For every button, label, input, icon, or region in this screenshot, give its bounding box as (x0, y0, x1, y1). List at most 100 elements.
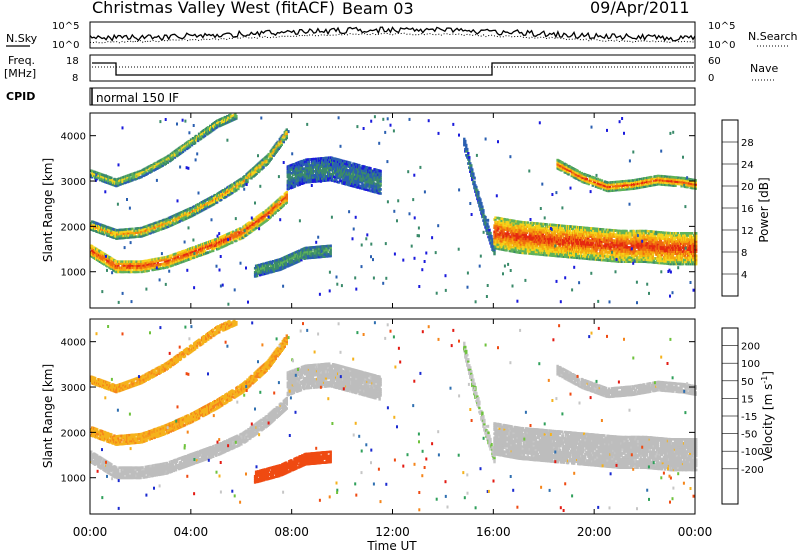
echo-cell (262, 211, 265, 214)
echo-cell (163, 218, 166, 222)
echo-cell (232, 234, 235, 238)
echo-cell (135, 173, 138, 176)
echo-cell (293, 164, 297, 168)
echo-cell (91, 245, 94, 248)
echo-cell (129, 262, 132, 265)
echo-cell (235, 237, 238, 240)
echo-cell (313, 170, 317, 173)
echo-cell (146, 263, 149, 266)
echo-cell (91, 169, 94, 173)
echo-cell (300, 159, 304, 163)
echo-cell (165, 159, 168, 163)
echo-cell (295, 176, 299, 179)
echo-cell (196, 207, 200, 210)
noise-search-line (89, 32, 696, 44)
echo-cell (488, 228, 491, 232)
echo-cell (192, 211, 196, 215)
echo-cell (471, 168, 474, 171)
echo-cell (132, 174, 135, 177)
echo-cell (303, 160, 307, 164)
echo-cell (228, 118, 231, 121)
echo-cell (300, 172, 304, 175)
echo-cell (127, 262, 130, 265)
echo-cell (156, 225, 159, 228)
echo-cell (291, 183, 295, 187)
echo-cell (267, 152, 270, 156)
echo-cell (102, 230, 105, 234)
echo-cell (258, 169, 261, 173)
echo-cell (213, 202, 216, 206)
echo-cell (141, 230, 144, 234)
echo-cell (181, 144, 185, 147)
echo-cell (128, 175, 131, 179)
echo-cell (146, 172, 149, 175)
echo-cell (288, 174, 291, 178)
echo-cell (150, 264, 153, 268)
echo-cell (194, 206, 198, 209)
echo-cell (298, 183, 302, 186)
echo-cell (345, 183, 348, 186)
echo-cell (176, 258, 180, 261)
echo-cell (207, 126, 210, 129)
echo-cell (116, 237, 119, 240)
echo-cell (345, 166, 348, 170)
echo-cell (115, 268, 118, 272)
echo-cell (137, 227, 140, 230)
echo-cell (99, 178, 102, 182)
echo-cell (103, 232, 106, 236)
echo-cell (135, 260, 138, 263)
echo-cell (182, 249, 186, 253)
echo-cell (464, 139, 467, 143)
echo-cell (329, 176, 332, 180)
echo-cell (226, 243, 229, 246)
echo-cell (269, 215, 272, 219)
echo-cell (211, 245, 214, 249)
echo-cell (235, 115, 238, 118)
freq-label-1: Freq. (8, 54, 35, 67)
echo-cell (214, 193, 217, 197)
echo-cell (140, 270, 143, 274)
echo-cell (229, 235, 232, 239)
echo-cell (224, 115, 227, 119)
echo-cell (205, 204, 208, 208)
echo-cell (239, 182, 242, 185)
echo-cell (292, 167, 296, 170)
cpid-panel: CPID normal 150 IF (6, 87, 696, 106)
echo-cell (119, 183, 122, 186)
echo-cell (120, 260, 123, 263)
echo-cell (135, 270, 138, 274)
echo-cell (125, 230, 128, 233)
echo-cell (193, 141, 197, 145)
echo-cell (123, 264, 126, 268)
nave-label: Nave (750, 62, 778, 75)
echo-cell (220, 192, 223, 195)
echo-cell (124, 181, 127, 184)
echo-cell (286, 173, 289, 177)
echo-cell (110, 229, 113, 232)
echo-cell (123, 270, 126, 274)
echo-cell (194, 247, 198, 250)
echo-cell (312, 157, 316, 161)
echo-cell (268, 159, 271, 163)
echo-cell (307, 162, 311, 165)
echo-cell (320, 177, 324, 181)
echo-cell (317, 165, 321, 169)
echo-cell (140, 268, 143, 272)
echo-cell (277, 200, 280, 203)
echo-cell (168, 218, 172, 221)
echo-cell (293, 185, 297, 188)
echo-cell (121, 182, 124, 186)
echo-cell (173, 154, 177, 157)
echo-cell (304, 174, 308, 178)
echo-cell (152, 224, 155, 228)
echo-cell (345, 174, 348, 178)
echo-cell (237, 187, 240, 191)
echo-cell (468, 156, 471, 159)
echo-cell (113, 236, 116, 240)
echo-cell (272, 146, 275, 149)
echo-cell (164, 162, 167, 166)
echo-cell (270, 157, 273, 160)
echo-cell (169, 256, 173, 259)
echo-cell (90, 222, 93, 225)
echo-cell (216, 125, 219, 129)
